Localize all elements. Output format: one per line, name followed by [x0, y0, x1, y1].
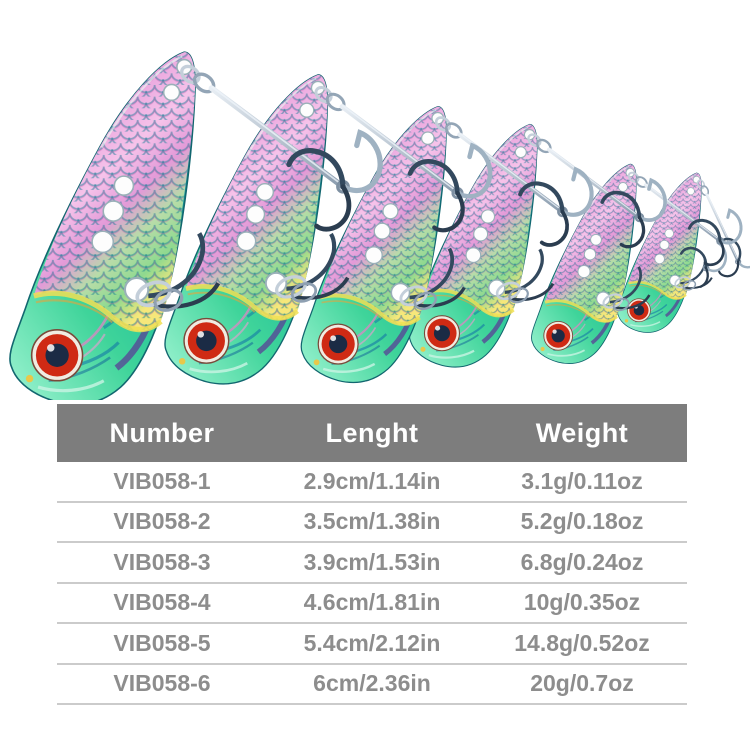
- lures-illustration: [0, 0, 750, 400]
- table-row: VIB058-1 2.9cm/1.14in 3.1g/0.11oz: [57, 462, 687, 503]
- cell-length: 3.5cm/1.38in: [303, 508, 441, 535]
- spec-table-header: Number Lenght Weight: [57, 404, 687, 462]
- cell-number: VIB058-4: [113, 589, 211, 616]
- table-row: VIB058-4 4.6cm/1.81in 10g/0.35oz: [57, 583, 687, 624]
- cell-weight: 14.8g/0.52oz: [514, 629, 650, 656]
- cell-length: 4.6cm/1.81in: [303, 589, 441, 616]
- table-row: VIB058-6 6cm/2.36in 20g/0.7oz: [57, 664, 687, 705]
- cell-length: 2.9cm/1.14in: [303, 467, 441, 494]
- table-row: VIB058-5 5.4cm/2.12in 14.8g/0.52oz: [57, 624, 687, 665]
- cell-weight: 10g/0.35oz: [523, 589, 641, 616]
- cell-weight: 3.1g/0.11oz: [521, 467, 643, 494]
- col-header-length: Lenght: [325, 417, 419, 448]
- table-row: VIB058-3 3.9cm/1.53in 6.8g/0.24oz: [57, 543, 687, 584]
- table-row: VIB058-2 3.5cm/1.38in 5.2g/0.18oz: [57, 502, 687, 543]
- cell-number: VIB058-6: [113, 670, 211, 697]
- col-header-number: Number: [109, 417, 215, 448]
- cell-length: 6cm/2.36in: [313, 670, 431, 697]
- cell-length: 3.9cm/1.53in: [303, 548, 441, 575]
- cell-number: VIB058-1: [113, 467, 211, 494]
- cell-number: VIB058-2: [113, 508, 211, 535]
- spec-table: Number Lenght Weight VIB058-1 2.9cm/1.14…: [57, 404, 687, 705]
- cell-weight: 20g/0.7oz: [530, 670, 634, 697]
- product-photo: [0, 0, 750, 400]
- cell-length: 5.4cm/2.12in: [303, 629, 441, 656]
- lure-6: [616, 171, 750, 334]
- cell-weight: 6.8g/0.24oz: [520, 548, 644, 575]
- cell-weight: 5.2g/0.18oz: [520, 508, 644, 535]
- cell-number: VIB058-5: [113, 629, 211, 656]
- col-header-weight: Weight: [535, 417, 629, 448]
- cell-number: VIB058-3: [113, 548, 211, 575]
